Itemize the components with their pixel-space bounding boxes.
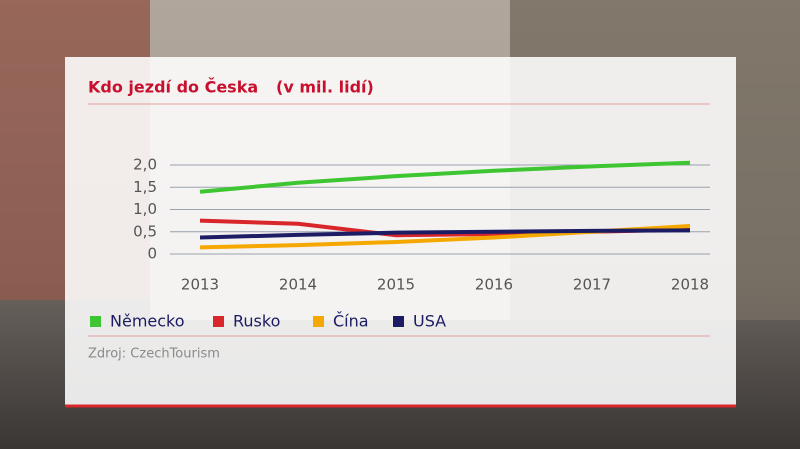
x-tick-label: 2013 (181, 276, 219, 294)
legend-swatch (393, 316, 404, 327)
x-tick-label: 2017 (573, 276, 611, 294)
x-tick-label: 2014 (279, 276, 317, 294)
y-tick-label: 0,5 (133, 222, 157, 240)
y-tick-label: 2,0 (133, 156, 157, 174)
y-tick-label: 0 (147, 245, 157, 263)
line-series (199, 228, 691, 240)
y-tick-label: 1,5 (133, 178, 157, 196)
x-tick-label: 2015 (377, 276, 415, 294)
plot: 0 0,5 1,0 1,5 2,0 2013 2014 2015 2016 2017 2018 Něm… (90, 156, 710, 331)
legend-swatch (213, 316, 224, 327)
x-tick-label: 2018 (671, 276, 709, 294)
x-tick-label: 2016 (475, 276, 513, 294)
y-tick-label: 1,0 (133, 200, 157, 218)
line-series (199, 160, 691, 194)
chart-subtitle: (v mil. lidí) (276, 78, 374, 97)
legend-swatch (313, 316, 324, 327)
source: Zdroj: CzechTourism (88, 347, 220, 362)
legend-label: Německo (110, 312, 185, 331)
legend-label: Čína (333, 312, 369, 331)
legend-swatch (90, 316, 101, 327)
chart-title: Kdo jezdí do Česka (88, 78, 258, 97)
legend-label: Rusko (233, 312, 280, 331)
legend-label: USA (413, 312, 446, 331)
